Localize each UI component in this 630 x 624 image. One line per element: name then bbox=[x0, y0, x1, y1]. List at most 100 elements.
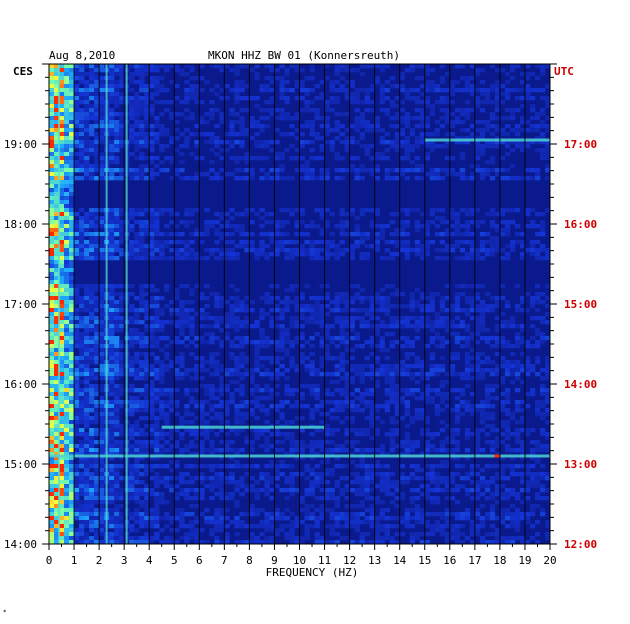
heatmap-cell bbox=[379, 304, 385, 309]
heatmap-cell bbox=[54, 292, 60, 297]
heatmap-cell bbox=[479, 404, 486, 409]
heatmap-cell bbox=[74, 408, 80, 413]
heatmap-cell bbox=[114, 244, 120, 249]
heatmap-cell bbox=[394, 112, 400, 117]
heatmap-cell bbox=[69, 444, 75, 449]
heatmap-cell bbox=[84, 408, 90, 413]
heatmap-cell bbox=[294, 448, 300, 453]
heatmap-cell bbox=[544, 116, 551, 121]
heatmap-cell bbox=[114, 388, 120, 393]
heatmap-cell bbox=[64, 204, 70, 209]
heatmap-cell bbox=[69, 248, 75, 253]
heatmap-cell bbox=[69, 332, 75, 337]
heatmap-cell bbox=[49, 252, 55, 257]
heatmap-cell bbox=[459, 324, 466, 329]
heatmap-cell bbox=[224, 448, 230, 453]
heatmap-cell bbox=[229, 392, 235, 397]
heatmap-cell bbox=[144, 92, 150, 97]
heatmap-cell bbox=[374, 464, 380, 469]
heatmap-cell bbox=[64, 272, 70, 277]
heatmap-cell bbox=[354, 432, 360, 437]
heatmap-cell bbox=[159, 452, 165, 457]
heatmap-cell bbox=[254, 464, 260, 469]
heatmap-cell bbox=[309, 176, 315, 181]
heatmap-cell bbox=[159, 360, 165, 365]
heatmap-cell bbox=[469, 248, 476, 253]
heatmap-cell bbox=[344, 64, 350, 69]
heatmap-cell bbox=[49, 160, 55, 165]
heatmap-cell bbox=[139, 432, 145, 437]
heatmap-cell bbox=[454, 444, 461, 449]
heatmap-cell bbox=[469, 336, 476, 341]
heatmap-cell bbox=[84, 248, 90, 253]
heatmap-cell bbox=[139, 228, 145, 233]
heatmap-cell bbox=[539, 464, 546, 469]
heatmap-cell bbox=[99, 140, 105, 145]
heatmap-cell bbox=[444, 448, 451, 453]
heatmap-cell bbox=[159, 432, 165, 437]
heatmap-cell bbox=[109, 168, 115, 173]
heatmap-cell bbox=[54, 276, 60, 281]
heatmap-cell bbox=[499, 116, 506, 121]
heatmap-cell bbox=[534, 64, 541, 69]
heatmap-cell bbox=[84, 116, 90, 121]
heatmap-cell bbox=[149, 248, 155, 253]
heatmap-cell bbox=[339, 220, 345, 225]
heatmap-cell bbox=[494, 344, 501, 349]
heatmap-cell bbox=[64, 280, 70, 285]
heatmap-cell bbox=[139, 252, 145, 257]
heatmap-cell bbox=[109, 444, 115, 449]
heatmap-cell bbox=[389, 428, 395, 433]
heatmap-cell bbox=[459, 344, 466, 349]
heatmap-cell bbox=[439, 100, 446, 105]
heatmap-cell bbox=[534, 176, 541, 181]
heatmap-cell bbox=[169, 256, 175, 261]
heatmap-cell bbox=[134, 244, 140, 249]
heatmap-cell bbox=[119, 228, 125, 233]
heatmap-cell bbox=[69, 360, 75, 365]
heatmap-cell bbox=[494, 300, 501, 305]
heatmap-cell bbox=[54, 216, 60, 221]
heatmap-cell bbox=[194, 444, 200, 449]
heatmap-cell bbox=[134, 112, 140, 117]
heatmap-cell bbox=[114, 368, 120, 373]
heatmap-cell bbox=[209, 416, 215, 421]
heatmap-cell bbox=[209, 356, 215, 361]
heatmap-cell bbox=[424, 232, 431, 237]
heatmap-cell bbox=[274, 152, 280, 157]
heatmap-cell bbox=[269, 68, 275, 73]
heatmap-cell bbox=[289, 284, 295, 289]
heatmap-cell bbox=[109, 248, 115, 253]
heatmap-cell bbox=[114, 420, 120, 425]
heatmap-cell bbox=[494, 100, 501, 105]
heatmap-cell bbox=[389, 292, 395, 297]
heatmap-cell bbox=[454, 388, 461, 393]
heatmap-cell bbox=[519, 144, 526, 149]
heatmap-cell bbox=[404, 436, 411, 441]
heatmap-cell bbox=[144, 156, 150, 161]
heatmap-cell bbox=[99, 328, 105, 333]
heatmap-cell bbox=[309, 372, 315, 377]
heatmap-cell bbox=[119, 452, 125, 457]
heatmap-cell bbox=[409, 116, 416, 121]
heatmap-cell bbox=[454, 220, 461, 225]
heatmap-cell bbox=[399, 116, 406, 121]
heatmap-cell bbox=[134, 120, 140, 125]
heatmap-cell bbox=[54, 436, 60, 441]
heatmap-cell bbox=[314, 452, 320, 457]
heatmap-cell bbox=[434, 392, 441, 397]
heatmap-cell bbox=[184, 408, 190, 413]
heatmap-cell bbox=[269, 148, 275, 153]
heatmap-cell bbox=[489, 388, 496, 393]
heatmap-cell bbox=[279, 240, 285, 245]
heatmap-cell bbox=[174, 444, 180, 449]
heatmap-cell bbox=[304, 176, 310, 181]
heatmap-cell bbox=[89, 208, 95, 213]
heatmap-cell bbox=[524, 76, 531, 81]
heatmap-cell bbox=[239, 384, 245, 389]
heatmap-cell bbox=[494, 128, 501, 133]
heatmap-cell bbox=[114, 444, 120, 449]
heatmap-cell bbox=[484, 396, 491, 401]
heatmap-cell bbox=[99, 324, 105, 329]
heatmap-cell bbox=[514, 332, 521, 337]
